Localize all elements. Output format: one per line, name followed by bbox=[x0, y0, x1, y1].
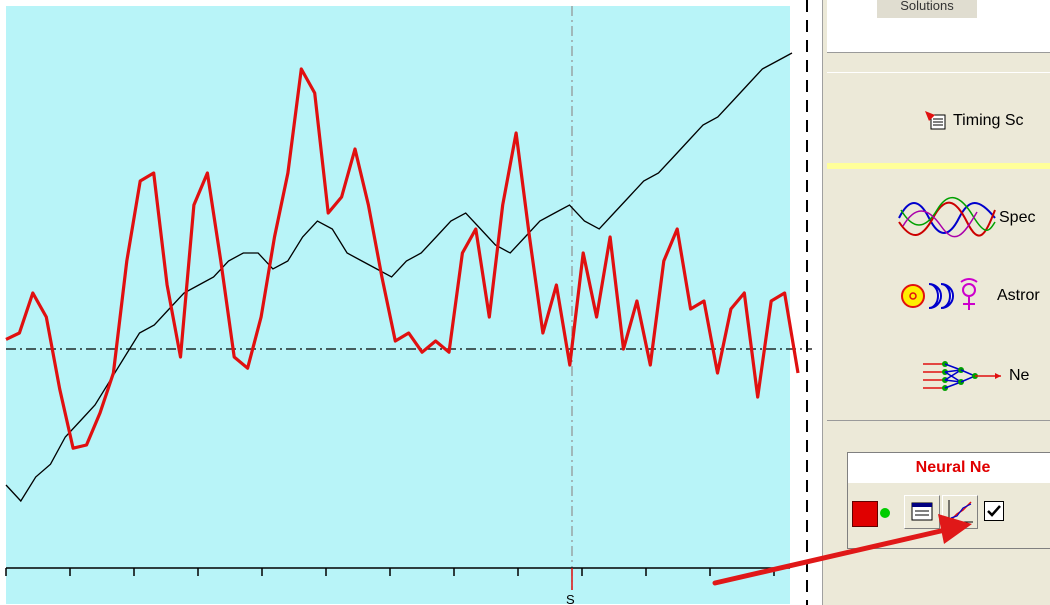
window-view-button[interactable] bbox=[904, 495, 940, 529]
price-series-line bbox=[5, 52, 793, 503]
neural-network-title: Neural Ne bbox=[848, 453, 1050, 483]
astro-label: Astror bbox=[997, 287, 1040, 304]
right-panel: Solutions Timing Sc Spec bbox=[822, 0, 1050, 605]
chart-view-button[interactable] bbox=[942, 495, 978, 529]
enable-checkbox[interactable] bbox=[984, 501, 1004, 521]
timing-section: Timing Sc bbox=[827, 72, 1050, 164]
chart-plot[interactable]: S bbox=[0, 0, 822, 605]
status-ok-icon bbox=[880, 508, 890, 518]
modules-section: Spec Astror bbox=[827, 170, 1050, 421]
spectral-label: Spec bbox=[999, 209, 1036, 226]
bottom-label: S bbox=[566, 592, 575, 605]
panel-top-area: Solutions bbox=[827, 0, 1050, 53]
neural-network-module-box: Neural Ne bbox=[847, 452, 1050, 549]
timing-label: Timing Sc bbox=[953, 112, 1024, 129]
window-icon bbox=[911, 502, 933, 521]
timing-icon bbox=[925, 111, 946, 130]
forecast-series-line bbox=[5, 67, 800, 450]
chart-area[interactable]: S bbox=[0, 0, 822, 605]
spectral-wave-icon bbox=[898, 197, 996, 238]
neural-label: Ne bbox=[1009, 367, 1030, 384]
section-divider bbox=[827, 163, 1050, 169]
checkmark-icon bbox=[987, 505, 1001, 517]
chart-line-icon bbox=[948, 500, 973, 523]
status-stop-icon[interactable] bbox=[852, 501, 878, 527]
spectral-item[interactable]: Spec bbox=[897, 197, 1036, 238]
chart-background bbox=[6, 6, 790, 604]
neural-network-icon bbox=[923, 361, 1001, 391]
timing-item[interactable]: Timing Sc bbox=[923, 101, 1024, 141]
astro-planets-icon bbox=[901, 278, 978, 310]
neural-item[interactable]: Ne bbox=[921, 356, 1029, 396]
solutions-tab[interactable]: Solutions bbox=[877, 0, 977, 18]
astro-item[interactable]: Astror bbox=[899, 276, 1040, 316]
